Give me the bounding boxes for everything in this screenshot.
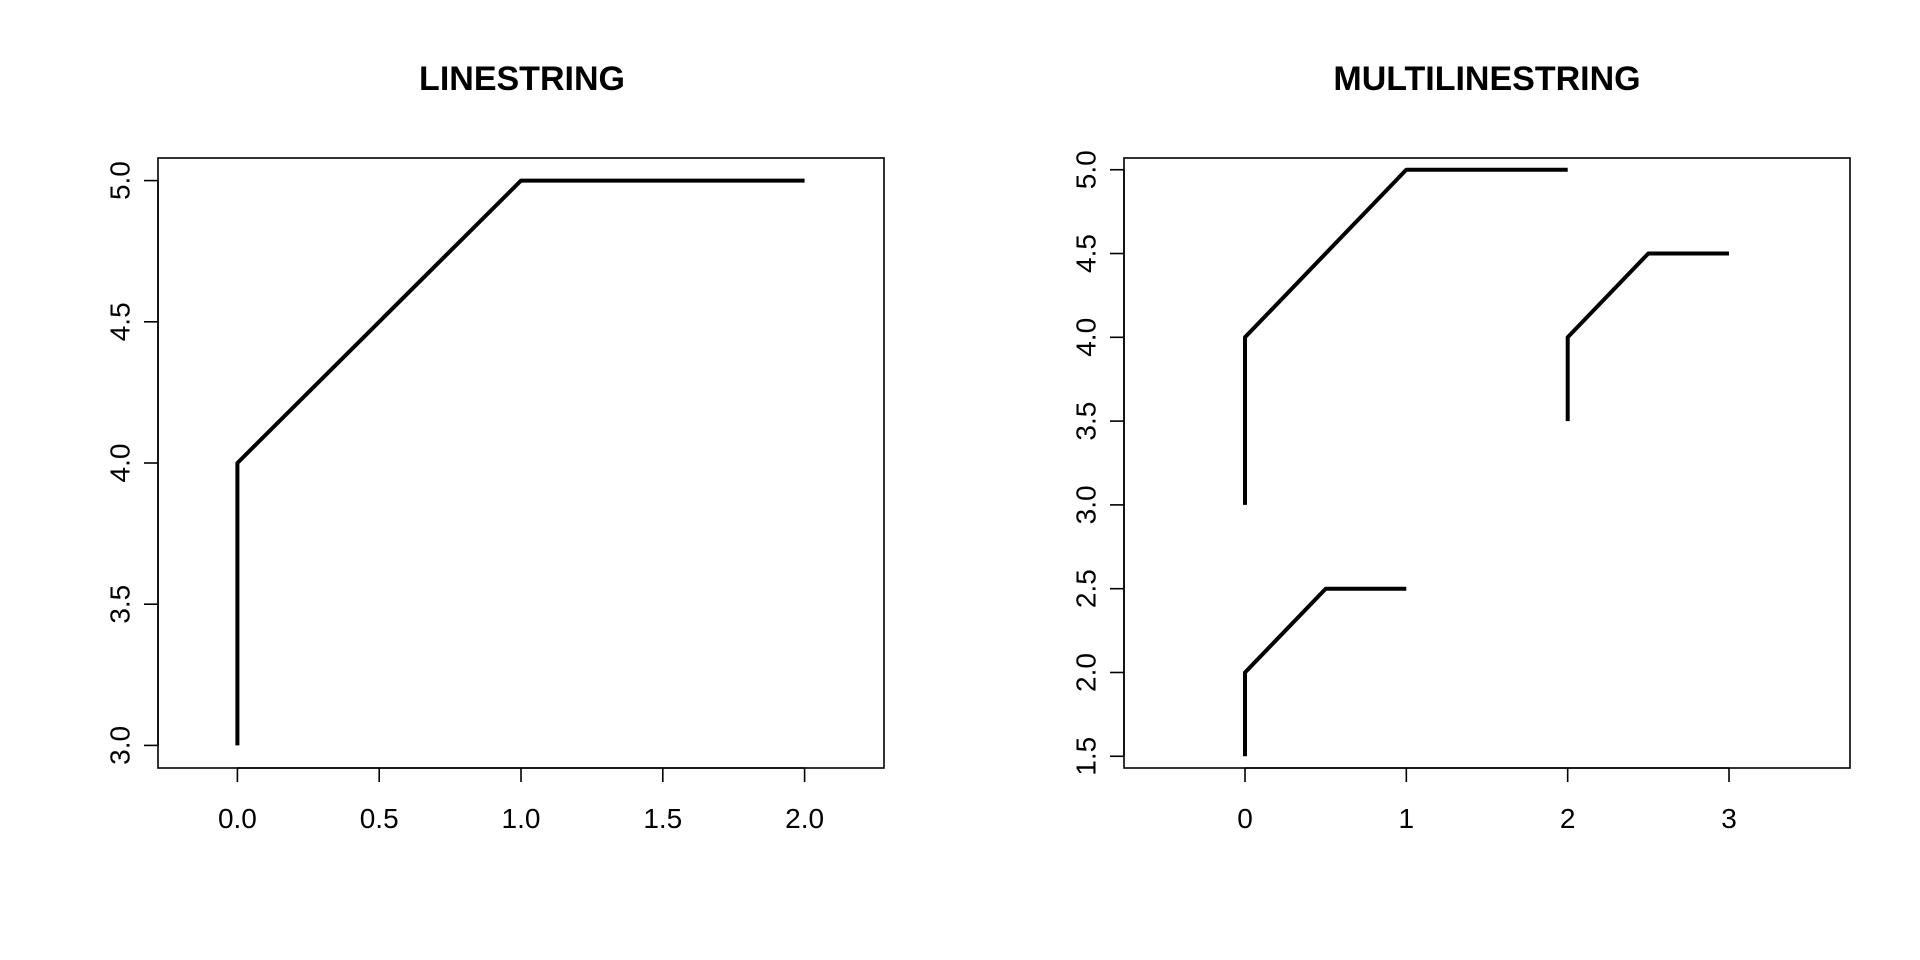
x-axis: 0.0 0.5 1.0 1.5 2.0 <box>218 767 824 834</box>
y-tick-label: 3.5 <box>104 585 135 624</box>
lines-layer <box>235 178 805 746</box>
series-line-2 <box>1243 586 1407 757</box>
multilinestring-panel: MULTILINESTRING 0 1 2 3 1.5 2.0 2.5 3.0 3.5 4.0 4… <box>1070 60 1851 834</box>
y-axis: 3.0 3.5 4.0 4.5 5.0 <box>104 161 159 765</box>
y-tick-label: 5.0 <box>104 161 135 200</box>
x-tick-label: 1.0 <box>502 803 541 834</box>
y-tick-label: 3.0 <box>104 726 135 765</box>
x-tick-label: 2.0 <box>785 803 824 834</box>
y-tick-label: 4.5 <box>104 302 135 341</box>
x-tick-label: 0.5 <box>360 803 399 834</box>
lines-layer <box>1243 167 1729 757</box>
y-tick-label: 4.0 <box>1070 318 1101 357</box>
x-tick-label: 0.0 <box>218 803 257 834</box>
x-tick-label: 3 <box>1721 803 1737 834</box>
y-axis: 1.5 2.0 2.5 3.0 3.5 4.0 4.5 5.0 <box>1070 150 1125 776</box>
y-tick-label: 4.5 <box>1070 234 1101 273</box>
y-tick-label: 5.0 <box>1070 150 1101 189</box>
panel-title: LINESTRING <box>419 60 625 98</box>
panel-title: MULTILINESTRING <box>1333 60 1640 98</box>
x-tick-label: 1.5 <box>643 803 682 834</box>
linestring-panel: LINESTRING 0.0 0.5 1.0 1.5 2.0 3.0 3.5 4.0 4.5 5… <box>104 60 885 834</box>
x-tick-label: 2 <box>1560 803 1576 834</box>
y-tick-label: 2.0 <box>1070 653 1101 692</box>
x-tick-label: 0 <box>1237 803 1253 834</box>
series-line-3 <box>1565 251 1729 422</box>
series-line-1 <box>1243 167 1568 505</box>
y-tick-label: 3.0 <box>1070 485 1101 524</box>
y-tick-label: 3.5 <box>1070 402 1101 441</box>
y-tick-label: 2.5 <box>1070 569 1101 608</box>
y-tick-label: 1.5 <box>1070 737 1101 776</box>
y-tick-label: 4.0 <box>104 444 135 483</box>
series-line-1 <box>235 178 805 746</box>
x-axis: 0 1 2 3 <box>1237 767 1737 834</box>
x-tick-label: 1 <box>1399 803 1415 834</box>
